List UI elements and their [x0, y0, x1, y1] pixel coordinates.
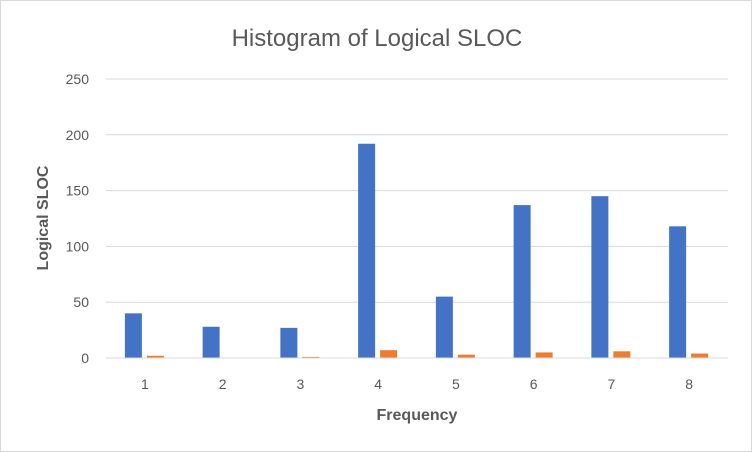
x-tick-label: 2 [219, 376, 227, 392]
y-axis-ticks: 0 50 100 150 200 250 [66, 71, 90, 366]
bar-series1-7 [591, 196, 609, 358]
y-tick-label: 100 [66, 238, 90, 254]
y-tick-label: 150 [66, 183, 90, 199]
bar-series1-8 [669, 226, 687, 358]
bar-series2-5 [457, 354, 475, 358]
bars [124, 143, 709, 358]
x-tick-label: 4 [374, 376, 382, 392]
bar-series1-2 [202, 326, 220, 358]
y-tick-label: 0 [81, 350, 89, 366]
x-tick-label: 1 [141, 376, 149, 392]
x-tick-label: 7 [607, 376, 615, 392]
x-axis-ticks: 1 2 3 4 5 6 7 8 [141, 376, 693, 392]
bar-series1-5 [435, 296, 453, 358]
x-tick-label: 6 [530, 376, 538, 392]
bar-series2-3 [302, 356, 320, 358]
x-tick-label: 5 [452, 376, 460, 392]
chart-title: Histogram of Logical SLOC [232, 25, 523, 52]
gridlines [106, 78, 728, 303]
bar-series1-6 [513, 205, 531, 358]
x-axis-title: Frequency [377, 407, 458, 424]
x-tick-label: 8 [685, 376, 693, 392]
y-tick-label: 50 [73, 294, 89, 310]
bar-series1-4 [358, 143, 376, 358]
y-tick-label: 200 [66, 127, 90, 143]
bar-series2-4 [380, 350, 398, 358]
bar-series2-1 [146, 355, 164, 358]
y-axis-title: Logical SLOC [35, 165, 52, 270]
y-tick-label: 250 [66, 71, 90, 87]
bar-series2-7 [613, 351, 631, 358]
x-tick-label: 3 [296, 376, 304, 392]
bar-series1-3 [280, 327, 298, 358]
bar-series2-8 [691, 353, 709, 358]
bar-series2-6 [535, 352, 553, 358]
bar-series1-1 [124, 313, 142, 358]
